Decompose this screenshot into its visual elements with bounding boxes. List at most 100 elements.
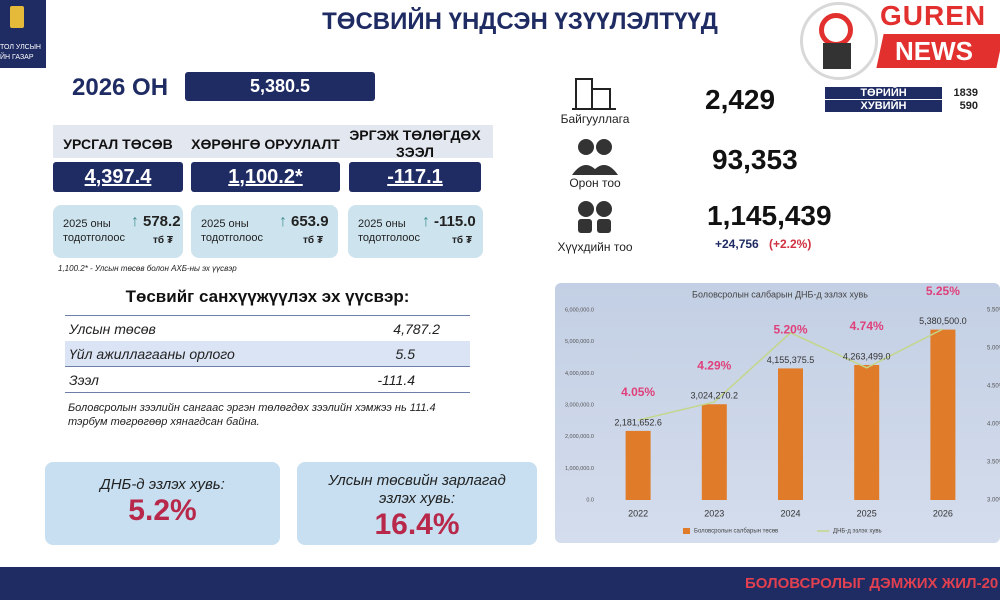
legend-label: ДНБ-д эзлэх хувь — [833, 529, 882, 535]
stat-change: +24,756 — [715, 237, 759, 251]
chart-background — [555, 283, 1000, 543]
y2-tick-label: 5.50% — [987, 308, 1000, 314]
stat-label: Хүүхдийн тоо — [557, 240, 633, 254]
stat-icons — [572, 78, 618, 233]
y2-tick-label: 4.50% — [987, 384, 1000, 390]
x-tick-label: 2023 — [704, 508, 724, 518]
icon-ring — [819, 13, 853, 47]
card-title: ЭРГЭЖ ТӨЛӨГДӨХ ЗЭЭЛ — [349, 127, 481, 160]
y-tick-label: 2,000,000.0 — [565, 434, 594, 440]
ownership-label: ХУВИЙН — [825, 100, 942, 112]
page-title: ТӨСВИЙН ҮНДСЭН ҮЗҮҮЛЭЛТҮҮД — [322, 8, 718, 35]
footnote: 1,100.2* - Улсын төсөв болон АХБ-ны эх ү… — [58, 264, 237, 273]
bar — [778, 368, 803, 500]
source-row: Үйл ажиллагааны орлого 5.5 — [65, 341, 470, 367]
bar — [930, 329, 956, 500]
bar-value-label: 3,024,270.2 — [691, 391, 739, 401]
bar-value-label: 5,380,500.0 — [919, 316, 967, 326]
budget-value: 16.4% — [374, 508, 460, 541]
prev-box: 2025 оны тодотголоос ↑ 578.2 тб ₮ — [53, 205, 183, 258]
card-title-band — [53, 125, 493, 158]
card-value: 1,100.2* — [191, 162, 340, 192]
line-value-label: 5.20% — [773, 323, 807, 337]
stat-value: 2,429 — [705, 84, 776, 115]
year-label: 2026 ОН — [72, 74, 169, 101]
bar-value-label: 4,263,499.0 — [843, 351, 891, 361]
watermark-bottom: NEWS — [895, 36, 973, 66]
source-row: Зээл -111.4 — [65, 367, 470, 393]
stat-change-pct: (+2.2%) — [769, 237, 812, 251]
prev-unit: тб ₮ — [303, 235, 323, 246]
stat-value: 1,145,439 — [707, 200, 832, 231]
y-tick-label: 4,000,000.0 — [565, 371, 594, 377]
bar — [701, 404, 727, 500]
x-tick-label: 2026 — [933, 508, 953, 518]
x-tick-label: 2022 — [628, 508, 648, 518]
footer-text: БОЛОВСРОЛЫГ ДЭМЖИХ ЖИЛ-20 — [745, 575, 999, 592]
y2-tick-label: 5.00% — [987, 346, 1000, 352]
y2-tick-label: 3.50% — [987, 460, 1000, 466]
legend-label: Боловсролын салбарын төсөв — [694, 529, 778, 535]
x-tick-label: 2025 — [857, 508, 877, 518]
building-icon — [572, 78, 616, 110]
logo-text: ТОЛ УЛСЫН — [0, 44, 41, 51]
prev-value: 653.9 — [291, 213, 329, 230]
source-name: Зээл — [69, 372, 99, 388]
arrow-icon: ↑ — [131, 213, 139, 230]
line-value-label: 4.05% — [621, 385, 655, 399]
y-tick-label: 0.0 — [586, 497, 594, 503]
ownership-label: ТӨРИЙН — [825, 87, 942, 99]
source-name: Үйл ажиллагааны орлого — [69, 346, 235, 362]
line — [637, 328, 944, 421]
card-title: УРСГАЛ ТӨСӨВ — [63, 136, 173, 152]
legend-swatch — [683, 528, 690, 534]
stat-label: Орон тоо — [569, 176, 621, 190]
stat-value: 93,353 — [712, 144, 798, 175]
source-name: Улсын төсөв — [69, 321, 156, 337]
card-title: ХӨРӨНГӨ ОРУУЛАЛТ — [191, 136, 340, 152]
logo-text: ЙН ГАЗАР — [0, 54, 34, 61]
year-value: 5,380.5 — [185, 72, 375, 101]
card-value: -117.1 — [349, 162, 481, 192]
y-tick-label: 3,000,000.0 — [565, 402, 594, 408]
children-icon — [578, 201, 612, 233]
y2-tick-label: 4.00% — [987, 422, 1000, 428]
logo-emblem — [10, 6, 24, 28]
gdp-value: 5.2% — [128, 494, 197, 527]
line-value-label: 5.25% — [926, 284, 960, 298]
source-value: 4,787.2 — [393, 321, 440, 337]
budget-box: Улсын төсвийн зарлагад эзлэх хувь: 16.4% — [297, 462, 537, 545]
ownership-value: 1839 — [953, 87, 978, 99]
gdp-label: ДНБ-д эзлэх хувь: — [100, 476, 225, 493]
bar-value-label: 4,155,375.5 — [767, 355, 815, 365]
y-tick-label: 1,000,000.0 — [565, 466, 594, 472]
ownership-value: 590 — [959, 100, 978, 112]
arrow-icon: ↑ — [422, 213, 430, 230]
prev-box: 2025 оны тодотголоос ↑ 653.9 тб ₮ — [191, 205, 338, 258]
footer: БОЛОВСРОЛЫГ ДЭМЖИХ ЖИЛ-20 — [0, 567, 1000, 600]
logo: ТОЛ УЛСЫН ЙН ГАЗАР — [0, 0, 46, 68]
source-value: 5.5 — [395, 346, 415, 362]
arrow-icon: ↑ — [279, 213, 287, 230]
source-value: -111.4 — [377, 372, 415, 388]
prev-value: 578.2 — [143, 213, 181, 230]
prev-value: -115.0 — [434, 213, 476, 230]
chart-title: Боловсролын салбарын ДНБ-д эзлэх хувь — [692, 289, 868, 299]
bar — [854, 364, 880, 500]
gdp-box: ДНБ-д эзлэх хувь: 5.2% — [45, 462, 280, 545]
y-tick-label: 5,000,000.0 — [565, 339, 594, 345]
prev-unit: тб ₮ — [153, 235, 173, 246]
prev-label: 2025 оны тодотголоос — [63, 218, 126, 244]
watermark-top: GUREN — [880, 0, 987, 31]
y-tick-label: 6,000,000.0 — [565, 307, 594, 313]
card-value: 4,397.4 — [53, 162, 183, 192]
chart: Боловсролын салбарын ДНБ-д эзлэх хувь 0.… — [555, 283, 1000, 543]
bar — [625, 430, 651, 500]
line-value-label: 4.74% — [850, 319, 884, 333]
watermark-icon — [800, 2, 878, 80]
prev-box: 2025 оны тодотголоос ↑ -115.0 тб ₮ — [348, 205, 483, 258]
stat-label: Байгууллага — [560, 112, 630, 126]
x-tick-label: 2024 — [780, 508, 800, 518]
prev-label: 2025 оны тодотголоос — [358, 218, 421, 244]
